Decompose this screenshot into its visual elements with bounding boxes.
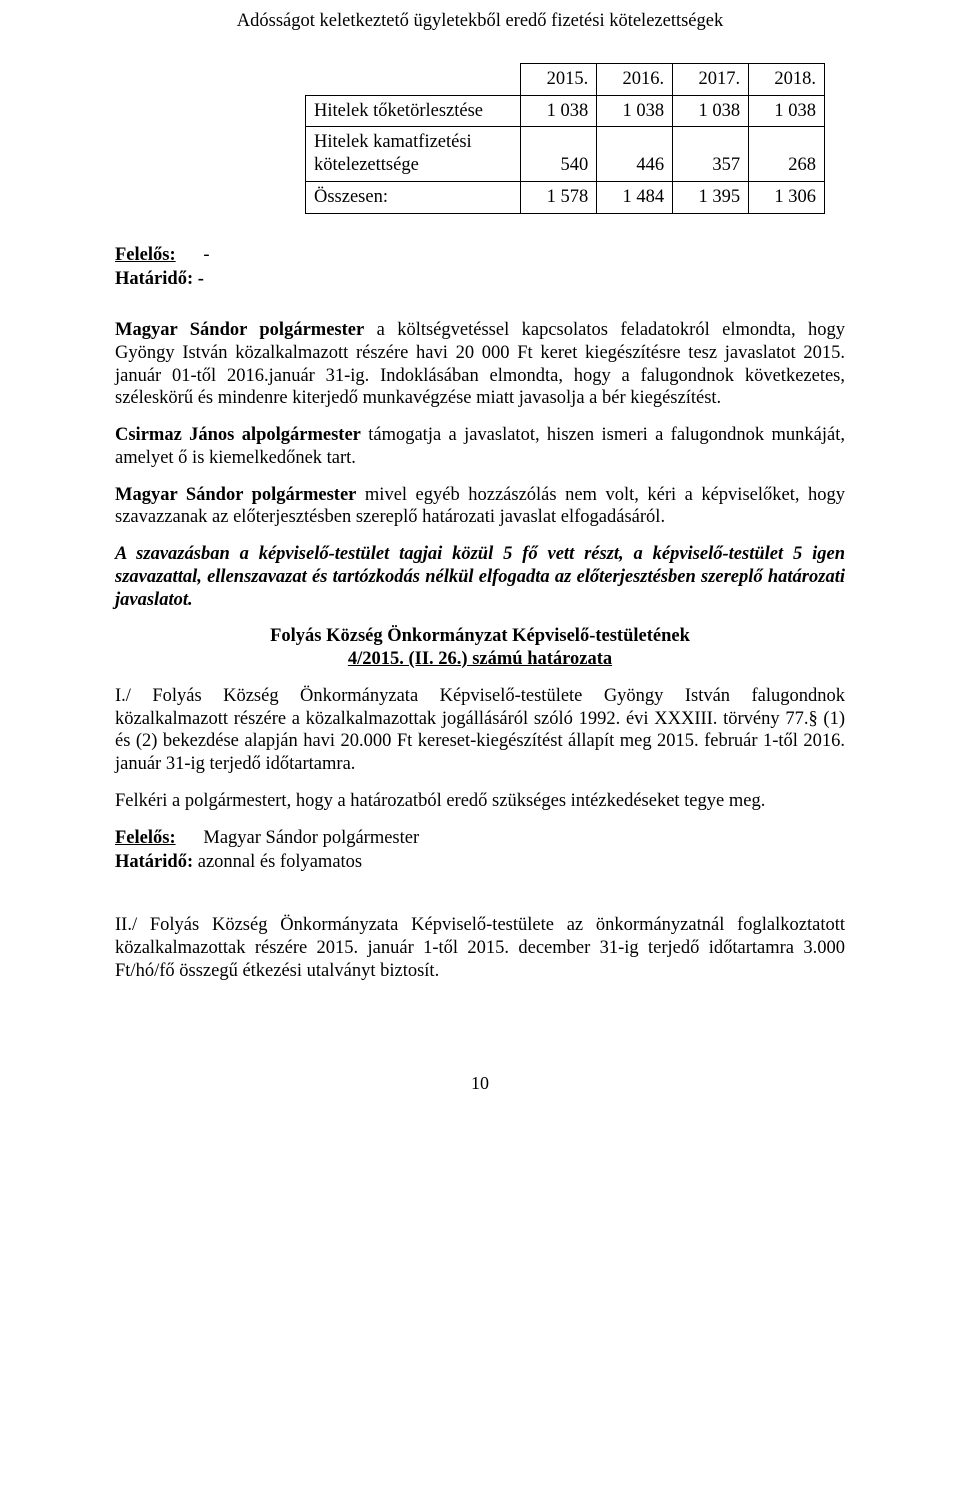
hatarido2-line: Határidő: azonnal és folyamatos — [115, 851, 845, 874]
page-title: Adósságot keletkeztető ügyletekből eredő… — [115, 10, 845, 33]
cell: 1 038 — [673, 95, 749, 127]
row-label: Hitelek kamatfizetési kötelezettsége — [306, 127, 521, 182]
debt-table: 2015. 2016. 2017. 2018. Hitelek tőketörl… — [305, 63, 825, 214]
cell: 1 484 — [597, 181, 673, 213]
page-number: 10 — [115, 1072, 845, 1094]
para1-lead: Magyar Sándor polgármester — [115, 320, 364, 340]
felelos2-line: Felelős: Magyar Sándor polgármester — [115, 827, 845, 850]
cell: 1 038 — [521, 95, 597, 127]
paragraph-1: Magyar Sándor polgármester a költségveté… — [115, 319, 845, 410]
cell: 446 — [597, 127, 673, 182]
paragraph-3: Magyar Sándor polgármester mivel egyéb h… — [115, 484, 845, 530]
paragraph-5: I./ Folyás Község Önkormányzata Képvisel… — [115, 685, 845, 776]
paragraph-6: Felkéri a polgármestert, hogy a határoza… — [115, 790, 845, 813]
resolution-line2: 4/2015. (II. 26.) számú határozata — [348, 649, 612, 669]
cell: 540 — [521, 127, 597, 182]
year-col-2: 2016. — [597, 63, 673, 95]
para3-lead: Magyar Sándor polgármester — [115, 485, 356, 505]
paragraph-7: II./ Folyás Község Önkormányzata Képvise… — [115, 914, 845, 982]
felelos-value: - — [176, 245, 210, 265]
resolution-heading: Folyás Község Önkormányzat Képviselő-tes… — [115, 625, 845, 671]
year-col-3: 2017. — [673, 63, 749, 95]
year-col-4: 2018. — [749, 63, 825, 95]
hatarido-line: Határidő: - — [115, 268, 845, 291]
para2-lead: Csirmaz János alpolgármester — [115, 425, 361, 445]
row-label: Összesen: — [306, 181, 521, 213]
cell: 1 038 — [749, 95, 825, 127]
hatarido2-label: Határidő: — [115, 852, 193, 872]
resolution-line1: Folyás Község Önkormányzat Képviselő-tes… — [270, 626, 690, 646]
felelos-line: Felelős: - — [115, 244, 845, 267]
cell: 268 — [749, 127, 825, 182]
cell: 357 — [673, 127, 749, 182]
year-col-1: 2015. — [521, 63, 597, 95]
cell: 1 578 — [521, 181, 597, 213]
cell: 1 395 — [673, 181, 749, 213]
felelos2-label: Felelős: — [115, 828, 176, 848]
row-label: Hitelek tőketörlesztése — [306, 95, 521, 127]
felelos-label: Felelős: — [115, 245, 176, 265]
paragraph-2: Csirmaz János alpolgármester támogatja a… — [115, 424, 845, 470]
paragraph-4: A szavazásban a képviselő-testület tagja… — [115, 543, 845, 611]
cell: 1 038 — [597, 95, 673, 127]
cell: 1 306 — [749, 181, 825, 213]
felelos2-value: Magyar Sándor polgármester — [176, 828, 420, 848]
hatarido2-value: azonnal és folyamatos — [193, 852, 362, 872]
